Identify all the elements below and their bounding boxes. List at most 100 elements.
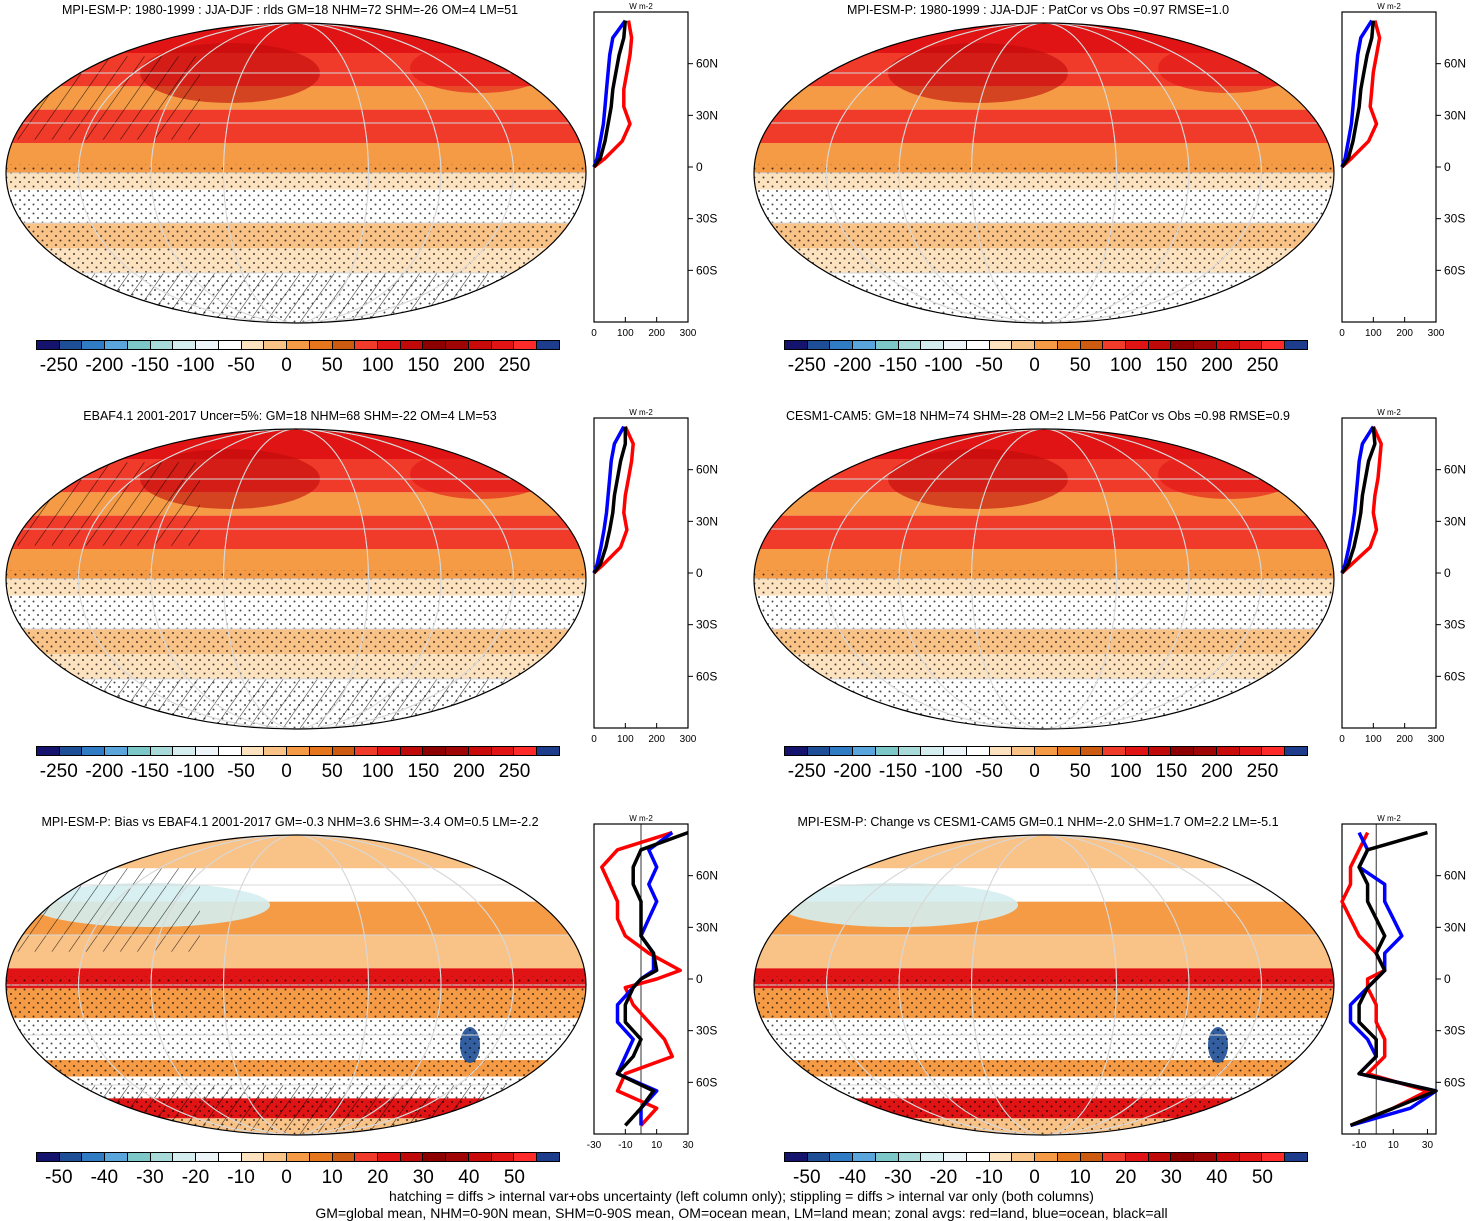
zonal-mean-chart: W m-2 60N 30N 0 30S 60S 0 100 200 300 xyxy=(1339,408,1466,745)
colorbar-swatch xyxy=(37,341,60,349)
lat-tick-label: 30S xyxy=(696,212,717,226)
lat-tick-label: 60N xyxy=(696,869,718,883)
colorbar-label: 100 xyxy=(361,761,394,782)
colorbar-label: -100 xyxy=(176,761,215,782)
stippling xyxy=(754,570,1334,729)
colorbar-label: -40 xyxy=(838,1167,867,1188)
colorbar-labels: -250 -200 -150 -100 -50 0 50 100 150 200 250 xyxy=(36,761,560,783)
graticule-lon xyxy=(78,429,514,729)
graticule-lon xyxy=(78,23,514,323)
x-tick-label: 0 xyxy=(1339,734,1345,745)
colorbar-swatch xyxy=(59,747,83,755)
lat-tick-label: 60S xyxy=(1444,669,1465,683)
lat-tick-label: 60N xyxy=(1444,869,1466,883)
lat-tick-label: 0 xyxy=(1444,972,1451,986)
map-frame xyxy=(5,428,587,730)
lat-tick-label: 30N xyxy=(696,920,718,934)
colorbar-swatch xyxy=(287,341,310,349)
colorbar-swatch xyxy=(921,341,945,349)
colorbar-swatch xyxy=(1080,341,1104,349)
x-tick-label: 100 xyxy=(617,734,634,745)
colorbar-swatch xyxy=(150,341,174,349)
colorbar-label: -250 xyxy=(787,355,826,376)
colorbar-swatch xyxy=(355,747,379,755)
colorbar-swatch xyxy=(898,747,922,755)
colorbar-swatch xyxy=(853,747,876,755)
colorbar-label: 50 xyxy=(1069,355,1091,376)
colorbar-swatch xyxy=(537,341,559,349)
zonal-series-all xyxy=(615,830,689,1127)
colorbar xyxy=(36,340,560,350)
x-tick-label: 200 xyxy=(648,328,665,339)
colorbar-label: -50 xyxy=(227,355,255,376)
colorbar-swatch xyxy=(1148,747,1172,755)
colorbar xyxy=(784,1152,1308,1162)
colorbar-swatch xyxy=(989,341,1013,349)
colorbar-label: 250 xyxy=(1246,761,1279,782)
colorbar-label: 10 xyxy=(1069,1167,1091,1188)
colorbar-swatch xyxy=(309,341,333,349)
colorbar-swatch xyxy=(423,1153,447,1161)
graticule-lon xyxy=(150,429,442,729)
world-map xyxy=(5,22,587,324)
zonal-series-all xyxy=(1340,20,1376,169)
colorbar-swatch xyxy=(944,341,967,349)
colorbar-swatch xyxy=(82,1153,106,1161)
colorbar-label: 0 xyxy=(281,355,292,376)
colorbar-label: -250 xyxy=(787,761,826,782)
lat-tick-label: 60N xyxy=(1444,463,1466,477)
lat-tick-label: 60S xyxy=(696,669,717,683)
colorbar-swatch xyxy=(785,1153,808,1161)
colorbar-swatch xyxy=(378,341,401,349)
colorbar-label: -150 xyxy=(878,355,917,376)
x-tick-label: 30 xyxy=(1422,1140,1434,1151)
colorbar-swatch xyxy=(785,341,808,349)
map-band xyxy=(754,835,1334,869)
colorbar-label: -50 xyxy=(45,1167,73,1188)
colorbar-swatch xyxy=(468,1153,492,1161)
colorbar-swatch xyxy=(332,341,356,349)
colorbar xyxy=(36,746,560,756)
colorbar-swatch xyxy=(1080,747,1104,755)
colorbar-label: -10 xyxy=(975,1167,1003,1188)
colorbar-swatch xyxy=(173,747,197,755)
colorbar-label: -50 xyxy=(975,761,1003,782)
colorbar-swatch xyxy=(807,747,831,755)
colorbar-swatch xyxy=(830,747,854,755)
colorbar-swatch xyxy=(127,1153,151,1161)
colorbar-swatch xyxy=(966,1153,990,1161)
map-frame xyxy=(5,834,587,1136)
colorbar-label: -100 xyxy=(924,761,963,782)
panel-title: MPI-ESM-P: Bias vs EBAF4.1 2001-2017 GM=… xyxy=(41,815,539,829)
colorbar-label: -150 xyxy=(878,761,917,782)
world-map xyxy=(753,428,1335,730)
colorbar-label: 0 xyxy=(281,1167,292,1188)
lat-tick-label: 0 xyxy=(1444,566,1451,580)
colorbar-swatch xyxy=(785,747,808,755)
colorbar-swatch xyxy=(491,747,515,755)
colorbar-label: -30 xyxy=(884,1167,912,1188)
colorbar-swatch xyxy=(1194,341,1217,349)
zonal-series-all xyxy=(1340,426,1377,575)
colorbar-swatch xyxy=(446,1153,469,1161)
zonal-mean-chart: W m-2 60N 30N 0 30S 60S 0 100 200 300 xyxy=(591,2,718,339)
colorbar-labels: -250 -200 -150 -100 -50 0 50 100 150 200 250 xyxy=(784,761,1308,783)
map-band xyxy=(754,515,1334,549)
colorbar-label: 150 xyxy=(1155,761,1188,782)
colorbar-swatch xyxy=(423,341,447,349)
zonal-series-land xyxy=(600,830,682,1127)
colorbar-swatch xyxy=(196,1153,219,1161)
zonal-frame xyxy=(1341,417,1437,729)
zonal-unit-label: W m-2 xyxy=(629,2,653,11)
panel-3: EBAF4.1 2001-2017 Uncer=5%: GM=18 NHM=68… xyxy=(0,406,740,796)
map-region xyxy=(410,43,550,93)
x-tick-label: 0 xyxy=(591,734,597,745)
colorbar-swatch xyxy=(218,1153,242,1161)
colorbar-label: 20 xyxy=(367,1167,389,1188)
x-tick-label: 100 xyxy=(1365,734,1382,745)
colorbar-label: 200 xyxy=(453,761,485,782)
lat-tick-label: 60S xyxy=(696,263,717,277)
colorbar-label: -100 xyxy=(176,355,215,376)
colorbar-swatch xyxy=(105,1153,128,1161)
colorbar-swatch xyxy=(1126,747,1149,755)
